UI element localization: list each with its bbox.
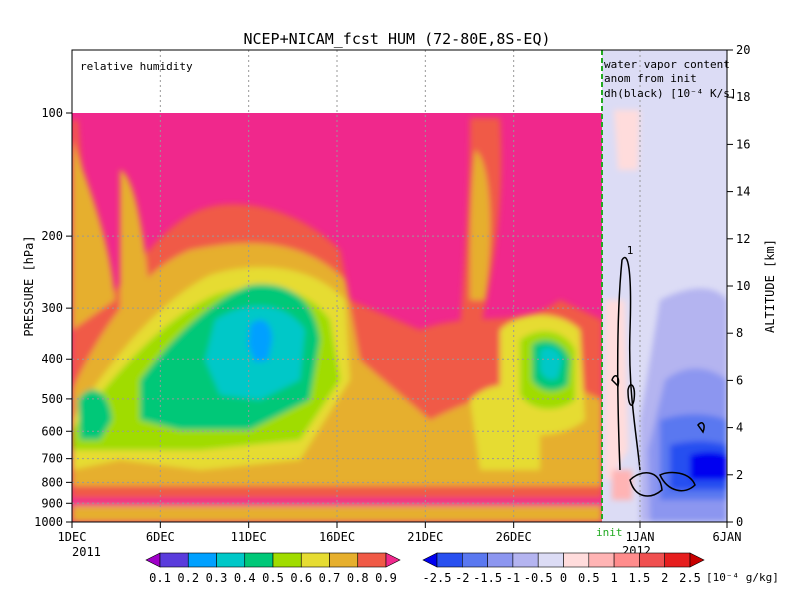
colorbar-swatch-4 — [244, 552, 274, 568]
y-left-tick-label-100: 100 — [41, 106, 63, 120]
colorbar-tick-0.5: 0.5 — [262, 571, 284, 585]
colorbar-tick-1.5: 1.5 — [629, 571, 651, 585]
y-right-tick-label-8: 8 — [736, 326, 743, 340]
x-right-tick-label-6JAN: 6JAN — [713, 530, 742, 544]
y-right-tick-label-4: 4 — [736, 421, 743, 435]
y-left-tick-label-1000: 1000 — [34, 515, 63, 529]
colorbar-tick-0: 0 — [560, 571, 567, 585]
y-right-tick-label-6: 6 — [736, 373, 743, 387]
colorbar-tick-1: 1 — [610, 571, 617, 585]
colorbar-tick-0.4: 0.4 — [234, 571, 256, 585]
colorbar-right-units: [10⁻⁴ g/kg] — [706, 571, 779, 584]
y-right-tick-label-2: 2 — [736, 468, 743, 482]
colorbar-tick-0.6: 0.6 — [290, 571, 312, 585]
colorbar-swatch-11 — [689, 552, 705, 568]
colorbar-swatch-10 — [664, 552, 691, 568]
colorbar-tick-0.5: 0.5 — [578, 571, 600, 585]
x-left-tick-label-1DEC: 1DEC — [58, 530, 87, 544]
colorbar-swatch-9 — [385, 552, 401, 568]
init-label: init — [596, 526, 623, 539]
water-vapor-anomaly-field: 1 — [602, 50, 727, 522]
colorbar-tick--2: -2 — [455, 571, 469, 585]
right-annotation-line2: anom from init — [604, 72, 697, 85]
colorbar-swatch-1 — [159, 552, 189, 568]
colorbar-swatch-2 — [187, 552, 217, 568]
colorbar-swatch-1 — [436, 552, 463, 568]
colorbar-tick-0.1: 0.1 — [149, 571, 171, 585]
y-right-tick-label-10: 10 — [736, 279, 750, 293]
colorbar-swatch-5 — [272, 552, 302, 568]
colorbar-swatch-8 — [357, 552, 387, 568]
colorbar-swatch-7 — [588, 552, 615, 568]
x-left-tick-label-26DEC: 26DEC — [496, 530, 532, 544]
y-left-tick-label-200: 200 — [41, 229, 63, 243]
y-right-tick-label-14: 14 — [736, 185, 750, 199]
x-left-tick-label-6DEC: 6DEC — [146, 530, 175, 544]
x-left-tick-label-11DEC: 11DEC — [231, 530, 267, 544]
colorbar-tick-2.5: 2.5 — [679, 571, 701, 585]
x-axis-right: 1JAN 6JAN — [626, 522, 742, 544]
colorbar-tick--1: -1 — [506, 571, 520, 585]
colorbar-relative-humidity: 0.1 0.2 0.3 0.4 0.5 0.6 0.7 0.8 0.9 — [145, 552, 401, 585]
y-left-tick-label-800: 800 — [41, 475, 63, 489]
colorbar-swatch-0 — [422, 552, 438, 568]
colorbar-swatch-9 — [639, 552, 666, 568]
y-right-tick-label-18: 18 — [736, 90, 750, 104]
colorbar-water-vapor: -2.5 -2 -1.5 -1 -0.5 0 0.5 1 1.5 2 2.5 — [422, 552, 705, 585]
y-right-tick-label-16: 16 — [736, 137, 750, 151]
right-annotation-line1: water vapor content — [604, 58, 730, 71]
x-axis-left: 1DEC 6DEC 11DEC 16DEC 21DEC 26DEC — [58, 522, 532, 544]
colorbar-tick--2.5: -2.5 — [423, 571, 452, 585]
right-annotation-line3: dh(black) [10⁻⁴ K/s] — [604, 87, 736, 100]
y-left-tick-label-900: 900 — [41, 496, 63, 510]
chart-title: NCEP+NICAM_fcst HUM (72-80E,8S-EQ) — [243, 30, 550, 48]
x-left-tick-label-16DEC: 16DEC — [319, 530, 355, 544]
x-left-tick-label-21DEC: 21DEC — [407, 530, 443, 544]
colorbar-tick-0.8: 0.8 — [347, 571, 369, 585]
colorbar-swatch-0 — [145, 552, 161, 568]
colorbar-swatch-5 — [537, 552, 564, 568]
y-left-tick-label-700: 700 — [41, 452, 63, 466]
colorbar-tick-0.2: 0.2 — [177, 571, 199, 585]
colorbar-swatch-8 — [613, 552, 640, 568]
y-left-tick-label-600: 600 — [41, 424, 63, 438]
colorbar-swatch-3 — [487, 552, 514, 568]
colorbar-tick--0.5: -0.5 — [524, 571, 553, 585]
colorbar-tick-2: 2 — [661, 571, 668, 585]
y-axis-left-label: PRESSURE [hPa] — [22, 235, 36, 336]
colorbar-swatch-3 — [216, 552, 246, 568]
colorbar-tick-0.3: 0.3 — [206, 571, 228, 585]
colorbar-swatch-7 — [329, 552, 359, 568]
colorbar-swatch-6 — [300, 552, 330, 568]
y-axis-left: 100 200 300 400 500 600 700 800 900 1000 — [34, 106, 72, 529]
left-annotation: relative humidity — [80, 60, 193, 73]
colorbar-tick-0.7: 0.7 — [319, 571, 341, 585]
x-year-left: 2011 — [72, 545, 101, 559]
contour-label: 1 — [627, 244, 634, 257]
y-left-tick-label-400: 400 — [41, 352, 63, 366]
heating-contours — [611, 256, 705, 497]
colorbar-swatch-2 — [461, 552, 488, 568]
y-axis-right: 0 2 4 6 8 10 12 14 16 18 20 — [727, 43, 750, 529]
y-left-tick-label-500: 500 — [41, 392, 63, 406]
colorbar-swatch-4 — [512, 552, 539, 568]
colorbar-tick-0.9: 0.9 — [375, 571, 397, 585]
gridlines — [72, 50, 641, 522]
y-right-tick-label-0: 0 — [736, 515, 743, 529]
y-right-tick-label-12: 12 — [736, 232, 750, 246]
colorbar-tick--1.5: -1.5 — [473, 571, 502, 585]
x-right-tick-label-1JAN: 1JAN — [626, 530, 655, 544]
y-axis-right-label: ALTITUDE [km] — [763, 239, 777, 333]
y-right-tick-label-20: 20 — [736, 43, 750, 57]
y-left-tick-label-300: 300 — [41, 301, 63, 315]
colorbar-swatch-6 — [563, 552, 590, 568]
